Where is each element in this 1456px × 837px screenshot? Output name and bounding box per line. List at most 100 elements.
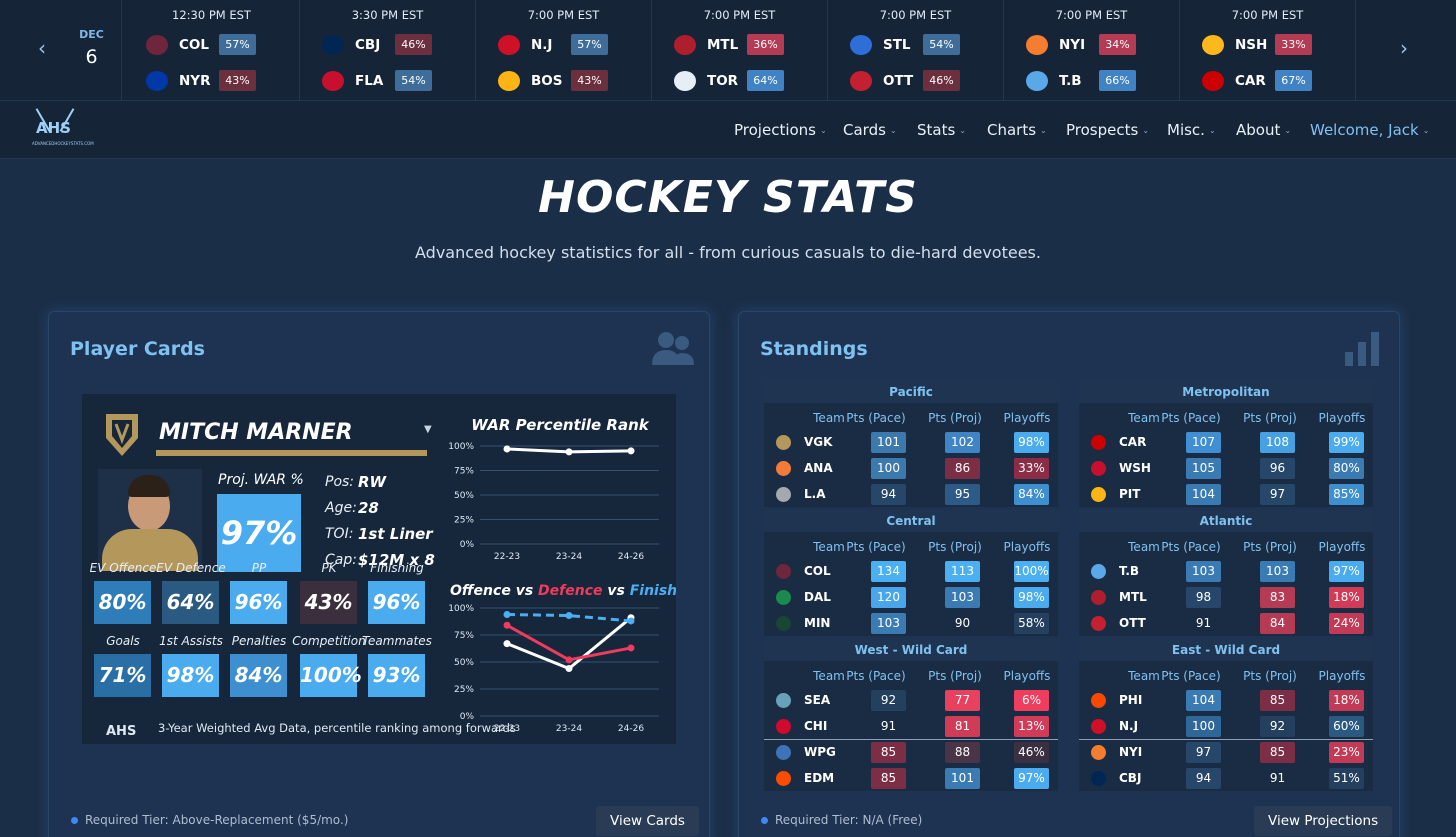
column-header-playoffs: Playoffs	[1318, 411, 1366, 425]
ticker-prev-arrow-icon[interactable]: ‹	[38, 36, 46, 60]
x-tick-label: 23-24	[556, 724, 582, 734]
game-tile[interactable]: 7:00 PM EST STL 54% OTT 46%	[828, 0, 1004, 100]
team-abbr: CAR	[1235, 73, 1266, 89]
wildcard-cutoff-line	[1079, 739, 1373, 740]
bio-key: Pos:	[325, 474, 355, 490]
team-row-away: CBJ 46%	[322, 34, 462, 56]
tier-dot-icon	[761, 817, 768, 824]
site-logo[interactable]: AHS ADVANCEDHOCKEYSTATS.COM	[28, 107, 94, 153]
standings-row[interactable]: SEA 92 77 6%	[764, 687, 1058, 713]
ticker-next-arrow-icon[interactable]: ›	[1400, 36, 1408, 60]
view-projections-button[interactable]: View Projections	[1254, 806, 1393, 836]
nav-item-cards[interactable]: Cards ⌄	[843, 121, 897, 139]
playoffs-cell: 46%	[1014, 742, 1049, 763]
playoffs-cell: 99%	[1329, 432, 1364, 453]
game-tile[interactable]: 7:00 PM EST NYI 34% T.B 66%	[1004, 0, 1180, 100]
division-block: Metropolitan Team Pts (Pace) Pts (Proj) Play…	[1079, 381, 1373, 507]
division-name: Atlantic	[1079, 510, 1373, 532]
pts-pace-cell: 104	[1186, 484, 1221, 505]
standings-row[interactable]: MIN 103 90 58%	[764, 610, 1058, 636]
team-logo-icon	[776, 564, 791, 579]
column-header-team: Team	[1128, 411, 1160, 425]
wildcard-cutoff-line	[764, 739, 1058, 740]
game-time: 7:00 PM EST	[879, 8, 952, 22]
chevron-down-icon: ⌄	[1284, 126, 1292, 135]
standings-row[interactable]: ANA 100 86 33%	[764, 455, 1058, 481]
game-tile[interactable]: 7:00 PM EST N.J 57% BOS 43%	[476, 0, 652, 100]
nav-item-charts[interactable]: Charts ⌄	[987, 121, 1047, 139]
team-logo-icon	[1202, 35, 1224, 55]
team-logo-icon	[776, 745, 791, 760]
nav-item-misc[interactable]: Misc. ⌄	[1167, 121, 1216, 139]
nav-item-stats[interactable]: Stats ⌄	[917, 121, 966, 139]
standings-row[interactable]: CHI 91 81 13%	[764, 713, 1058, 739]
team-logo-icon	[106, 414, 138, 456]
pts-pace-cell: 120	[871, 587, 906, 608]
view-cards-button[interactable]: View Cards	[596, 806, 699, 836]
team-abbr: NSH	[1235, 37, 1268, 53]
scores-ticker: ‹ DEC 6 12:30 PM EST COL 57% NYR 43% 3:30 PM …	[0, 0, 1456, 101]
team-logo-icon	[1091, 745, 1106, 760]
y-tick-label: 100%	[448, 604, 474, 614]
standings-row[interactable]: WSH 105 96 80%	[1079, 455, 1373, 481]
nav-item-prospects[interactable]: Prospects ⌄	[1066, 121, 1149, 139]
game-time: 7:00 PM EST	[1231, 8, 1304, 22]
win-probability: 67%	[1275, 70, 1312, 91]
x-tick-label: 24-26	[618, 724, 644, 734]
team-row-away: STL 54%	[850, 34, 990, 56]
welcome-user-menu[interactable]: Welcome, Jack ⌄	[1310, 121, 1429, 139]
standings-row[interactable]: N.J 100 92 60%	[1079, 713, 1373, 739]
standings-row[interactable]: PHI 104 85 18%	[1079, 687, 1373, 713]
war-point	[565, 448, 573, 456]
team-logo-icon	[1091, 461, 1106, 476]
welcome-label: Welcome, Jack	[1310, 121, 1419, 139]
ticker-date: DEC 6	[62, 0, 122, 100]
team-abbr: PIT	[1119, 487, 1141, 501]
game-tile[interactable]: 12:30 PM EST COL 57% NYR 43%	[124, 0, 300, 100]
standings-row[interactable]: MTL 98 83 18%	[1079, 584, 1373, 610]
team-abbr: NYR	[179, 73, 211, 89]
standings-row[interactable]: OTT 91 84 24%	[1079, 610, 1373, 636]
division-block: East - Wild Card Team Pts (Pace) Pts (Proj)…	[1079, 639, 1373, 791]
pts-proj-cell: 90	[945, 613, 980, 634]
y-tick-label: 50%	[454, 658, 474, 668]
pts-pace-cell: 104	[1186, 690, 1221, 711]
playoffs-cell: 13%	[1014, 716, 1049, 737]
standings-row[interactable]: WPG 85 88 46%	[764, 739, 1058, 765]
team-abbr: BOS	[531, 73, 563, 89]
standings-row[interactable]: COL 134 113 100%	[764, 558, 1058, 584]
stat-tile-value: 93%	[368, 654, 425, 697]
stat-tile-value: 96%	[230, 581, 287, 624]
player-dropdown-icon[interactable]: ▼	[424, 424, 432, 435]
game-tile[interactable]: 7:00 PM EST MTL 36% TOR 64%	[652, 0, 828, 100]
standings-row[interactable]: EDM 85 101 97%	[764, 765, 1058, 791]
standings-row[interactable]: CAR 107 108 99%	[1079, 429, 1373, 455]
team-logo-icon	[776, 719, 791, 734]
team-abbr: CBJ	[355, 37, 381, 53]
column-header-pace: Pts (Pace)	[1161, 411, 1221, 425]
win-probability: 43%	[571, 70, 608, 91]
win-probability: 46%	[395, 34, 432, 55]
ticker-month: DEC	[79, 28, 104, 41]
pts-pace-cell: 85	[871, 742, 906, 763]
standings-row[interactable]: PIT 104 97 85%	[1079, 481, 1373, 507]
standings-row[interactable]: VGK 101 102 98%	[764, 429, 1058, 455]
nav-item-label: Stats	[917, 121, 956, 139]
game-tile[interactable]: 3:30 PM EST CBJ 46% FLA 54%	[300, 0, 476, 100]
nav-item-about[interactable]: About ⌄	[1236, 121, 1291, 139]
player-card[interactable]: MITCH MARNER ▼ Proj. WAR % 97% Pos: RW Age…	[82, 394, 676, 744]
nav-item-projections[interactable]: Projections ⌄	[734, 121, 827, 139]
finishing-point	[627, 617, 635, 625]
standings-row[interactable]: T.B 103 103 97%	[1079, 558, 1373, 584]
pts-proj-cell: 96	[1260, 458, 1295, 479]
standings-row[interactable]: CBJ 94 91 51%	[1079, 765, 1373, 791]
team-abbr: T.B	[1059, 73, 1082, 89]
game-tile[interactable]: 7:00 PM EST NSH 33% CAR 67%	[1180, 0, 1356, 100]
stat-tile-value: 71%	[94, 654, 151, 697]
standings-row[interactable]: NYI 97 85 23%	[1079, 739, 1373, 765]
y-tick-label: 25%	[454, 685, 474, 695]
playoffs-cell: 84%	[1014, 484, 1049, 505]
standings-row[interactable]: DAL 120 103 98%	[764, 584, 1058, 610]
team-logo-icon	[1091, 435, 1106, 450]
standings-row[interactable]: L.A 94 95 84%	[764, 481, 1058, 507]
